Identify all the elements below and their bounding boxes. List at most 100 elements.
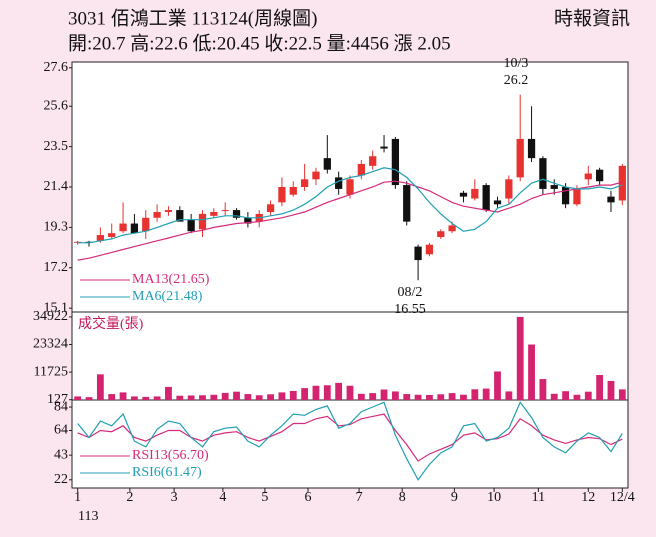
volume-bar <box>550 393 558 400</box>
y-tick-label: 17.2 <box>44 260 69 275</box>
annotation: 08/2 <box>398 285 423 300</box>
volume-bar <box>323 385 331 400</box>
candle-body <box>357 163 365 176</box>
candle-body <box>505 179 513 199</box>
candle-body <box>164 210 173 212</box>
candle-body <box>516 138 524 178</box>
candle-body <box>119 223 127 232</box>
candle-body <box>335 177 343 189</box>
candle-body <box>618 165 626 201</box>
x-tick-label: 8 <box>399 490 406 505</box>
x-tick-label: 12 <box>581 490 595 505</box>
candle-body <box>289 187 297 195</box>
volume-bar <box>312 385 320 400</box>
volume-bar <box>255 395 263 400</box>
x-tick-label: 10 <box>487 490 501 505</box>
y-tick-label: 23324 <box>33 337 68 352</box>
volume-bar <box>596 375 604 400</box>
y-tick-label: 34922 <box>33 309 68 324</box>
y-tick-label: 23.5 <box>44 139 69 154</box>
volume-bar <box>505 391 513 400</box>
candle-body <box>380 146 388 149</box>
annotation: 26.2 <box>504 73 529 88</box>
candle-body <box>221 210 229 212</box>
volume-bar <box>494 371 501 400</box>
y-tick-label: 27.6 <box>44 60 69 75</box>
candle-body <box>130 223 139 234</box>
volume-bar <box>528 344 535 400</box>
candle-body <box>425 244 434 255</box>
volume-bar <box>85 397 93 400</box>
volume-bar <box>153 396 161 400</box>
candle-body <box>607 196 615 203</box>
candle-body <box>527 138 536 159</box>
volume-bar <box>573 394 581 400</box>
volume-bar <box>471 389 479 400</box>
volume-bar <box>539 379 547 400</box>
candle-body <box>584 173 592 180</box>
y-tick-label: 64 <box>54 423 68 438</box>
candle-body <box>74 241 82 243</box>
volume-bar <box>142 396 150 400</box>
y-tick-label: 127 <box>47 392 68 407</box>
candle-body <box>437 231 445 237</box>
volume-bar <box>176 395 184 400</box>
volume-bar <box>482 388 490 400</box>
volume-bar <box>562 391 569 400</box>
x-tick-label: 2 <box>126 490 133 505</box>
volume-bar <box>199 395 206 400</box>
candle-body <box>391 138 400 186</box>
volume-bar <box>187 395 195 400</box>
candle-body <box>232 210 241 218</box>
volume-bar <box>607 380 615 400</box>
candle-body <box>176 210 184 222</box>
candle-body <box>108 233 116 237</box>
candle-body <box>414 246 422 261</box>
volume-bar <box>289 390 297 400</box>
volume-bar <box>369 393 377 400</box>
volume-bar <box>391 391 399 400</box>
y-tick-label: 11725 <box>34 364 68 379</box>
candle-body <box>96 235 104 241</box>
candle-body <box>210 212 218 216</box>
panel-title: 成交量(張) <box>78 315 144 332</box>
candle-body <box>278 187 286 203</box>
plot-frame <box>71 61 629 489</box>
volume-bar <box>278 392 286 400</box>
candle-body <box>561 187 570 205</box>
candle-body <box>266 204 275 212</box>
candle-body <box>573 188 581 205</box>
y-tick-label: 21.4 <box>44 179 69 194</box>
series-line <box>77 401 623 481</box>
candle-body <box>403 185 411 222</box>
volume-bar <box>403 394 411 400</box>
volume-bar <box>346 385 354 400</box>
candle-body <box>244 217 252 224</box>
legend-label: MA6(21.48) <box>132 289 203 304</box>
y-tick-label: 15.1 <box>44 300 69 315</box>
candle-body <box>539 158 547 189</box>
volume-bar <box>414 394 422 400</box>
candle-body <box>323 158 331 170</box>
candle-body <box>493 200 502 205</box>
legend-label: RSI6(61.47) <box>132 465 202 480</box>
x-tick-label: 12/4 <box>610 490 635 505</box>
candle-body <box>198 213 207 230</box>
volume-bar <box>437 394 445 400</box>
year-label: 113 <box>78 509 98 524</box>
x-tick-label: 11 <box>532 490 545 505</box>
volume-bar <box>74 396 82 400</box>
title: 3031 佰鴻工業 113124(周線圖) <box>68 7 317 29</box>
volume-bar <box>584 391 592 400</box>
y-tick-label: 19.3 <box>44 220 69 235</box>
volume-bar <box>357 393 365 400</box>
volume-bar <box>301 388 309 400</box>
volume-bar <box>380 389 388 400</box>
x-tick-label: 1 <box>74 490 81 505</box>
x-tick-label: 6 <box>305 490 312 505</box>
candle-body <box>471 188 479 199</box>
x-tick-label: 5 <box>261 490 268 505</box>
volume-bar <box>267 394 274 400</box>
candle-body <box>459 192 468 197</box>
